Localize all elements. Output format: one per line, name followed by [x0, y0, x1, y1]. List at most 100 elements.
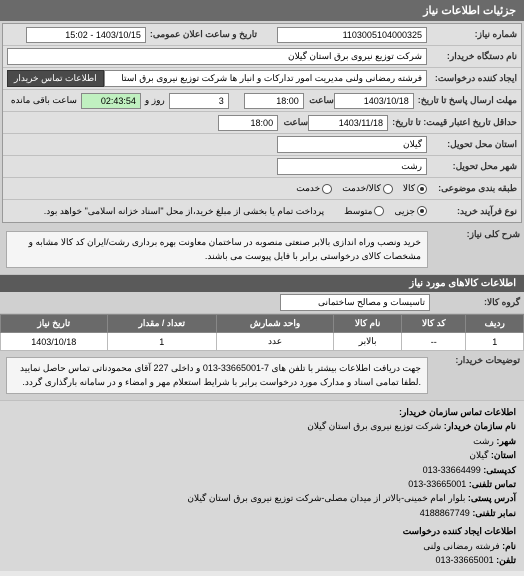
days-value: 3: [169, 93, 229, 109]
contact-postal: 33664499-013: [423, 465, 481, 475]
contact-title: اطلاعات تماس سازمان خریدار:: [8, 405, 516, 419]
row-niaz-number: شماره نیاز: 1103005104000325 تاریخ و ساع…: [3, 24, 521, 46]
contact-postal-row: کدپستی: 33664499-013: [8, 463, 516, 477]
th-name: نام کالا: [334, 315, 402, 333]
creator-phone: 33665001-013: [436, 555, 494, 565]
th-date: تاریخ نیاز: [1, 315, 108, 333]
remaining-time: 02:43:54: [81, 93, 141, 109]
row-buyer-org: نام دستگاه خریدار: شرکت توزیع نیروی برق …: [3, 46, 521, 68]
send-deadline-label: مهلت ارسال پاسخ تا تاریخ:: [414, 95, 517, 106]
radio-gs-label: کالا/خدمت: [342, 183, 381, 194]
niaz-number-value: 1103005104000325: [277, 27, 427, 43]
radio-icon: [417, 184, 427, 194]
row-explain: توضیحات خریدار: جهت دریافت اطلاعات بیشتر…: [0, 351, 524, 401]
radio-goods-label: کالا: [403, 183, 415, 194]
send-deadline-time: 18:00: [244, 93, 304, 109]
row-goods-group: گروه کالا: تاسیسات و مصالح ساختمانی: [0, 292, 524, 314]
desc-label: شرح کلی نیاز:: [430, 229, 520, 240]
contact-city-label: شهر:: [496, 436, 516, 446]
row-validity: حداقل تاریخ اعتبار قیمت: تا تاریخ: 1403/…: [3, 112, 521, 134]
province-label: استان محل تحویل:: [427, 139, 517, 150]
form-container: جزئیات اطلاعات نیاز شماره نیاز: 11030051…: [0, 0, 524, 571]
remaining-label: ساعت باقی مانده: [11, 95, 77, 106]
city-value: رشت: [277, 158, 427, 175]
validity-date: 1403/11/18: [308, 115, 388, 131]
td-qty: 1: [107, 333, 216, 351]
row-creator: ایجاد کننده درخواست: فرشته رمضانی ولنی م…: [3, 68, 521, 90]
contact-province: گیلان: [469, 450, 488, 460]
contact-phone-label: تماس تلفنی:: [469, 479, 516, 489]
row-desc: شرح کلی نیاز: خرید ونصب وراه اندازی بالا…: [0, 225, 524, 275]
row-send-deadline: مهلت ارسال پاسخ تا تاریخ: 1403/10/18 ساع…: [3, 90, 521, 112]
time-label-2: ساعت: [278, 117, 308, 128]
row-province: استان محل تحویل: گیلان: [3, 134, 521, 156]
header-title: جزئیات اطلاعات نیاز: [423, 5, 516, 17]
niaz-number-label: شماره نیاز:: [427, 29, 517, 40]
goods-group-value: تاسیسات و مصالح ساختمانی: [280, 294, 430, 311]
radio-goods[interactable]: کالا: [403, 183, 427, 194]
th-row: ردیف: [466, 315, 524, 333]
contact-phone-row: تماس تلفنی: 33665001-013: [8, 477, 516, 491]
td-date: 1403/10/18: [1, 333, 108, 351]
creator-name-label: نام:: [502, 541, 516, 551]
row-process: نوع فرآیند خرید: جزیی متوسط پرداخت تمام …: [3, 200, 521, 222]
row-city: شهر محل تحویل: رشت: [3, 156, 521, 178]
th-code: کد کالا: [402, 315, 466, 333]
th-unit: واحد شمارش: [216, 315, 333, 333]
td-unit: عدد: [216, 333, 333, 351]
creator-section-title: اطلاعات ایجاد کننده درخواست: [8, 524, 516, 538]
th-qty: تعداد / مقدار: [107, 315, 216, 333]
creator-name-row: نام: فرشته رمضانی ولنی: [8, 539, 516, 553]
type-radio-group: کالا کالا/خدمت خدمت: [296, 183, 427, 194]
radio-icon: [374, 206, 384, 216]
td-code: --: [402, 333, 466, 351]
city-label: شهر محل تحویل:: [427, 161, 517, 172]
days-label: روز و: [145, 95, 165, 106]
type-label: طبقه بندی موضوعی:: [427, 183, 517, 194]
contact-info-button[interactable]: اطلاعات تماس خریدار: [7, 70, 104, 87]
goods-section-header: اطلاعات کالاهای مورد نیاز: [0, 275, 524, 292]
radio-partial[interactable]: جزیی: [394, 206, 427, 217]
contact-postal-label: کدپستی:: [483, 465, 516, 475]
radio-goods-service[interactable]: کالا/خدمت: [342, 183, 393, 194]
contact-org-row: نام سازمان خریدار: شرکت توزیع نیروی برق …: [8, 419, 516, 433]
contact-address-row: آدرس پستی: بلوار امام خمینی-بالاتر از می…: [8, 491, 516, 505]
validity-label: حداقل تاریخ اعتبار قیمت: تا تاریخ:: [388, 117, 517, 128]
process-note: پرداخت تمام یا بخشی از مبلغ خرید،از محل …: [44, 206, 324, 217]
radio-service[interactable]: خدمت: [296, 183, 332, 194]
radio-partial-label: جزیی: [394, 206, 415, 217]
explain-label: توضیحات خریدار:: [430, 355, 520, 366]
desc-text: خرید ونصب وراه اندازی بالابر صنعتی منصوب…: [6, 231, 428, 268]
province-value: گیلان: [277, 136, 427, 153]
creator-phone-row: تلفن: 33665001-013: [8, 553, 516, 567]
td-row: 1: [466, 333, 524, 351]
explain-text: جهت دریافت اطلاعات بیشتر با تلفن های 7-3…: [6, 357, 428, 394]
radio-icon: [322, 184, 332, 194]
contact-city: رشت: [473, 436, 494, 446]
creator-name: رمضانی ولنی: [423, 541, 473, 551]
td-name: بالابر: [334, 333, 402, 351]
creator-phone-label: تلفن:: [496, 555, 516, 565]
row-type: طبقه بندی موضوعی: کالا کالا/خدمت خدمت: [3, 178, 521, 200]
main-fields-section: شماره نیاز: 1103005104000325 تاریخ و ساع…: [2, 23, 522, 223]
contact-address: بلوار امام خمینی-بالاتر از میدان مصلی-شر…: [187, 493, 465, 503]
goods-group-label: گروه کالا:: [430, 297, 520, 308]
contact-province-label: استان:: [491, 450, 516, 460]
goods-table: ردیف کد کالا نام کالا واحد شمارش تعداد /…: [0, 314, 524, 351]
contact-address-label: آدرس پستی:: [468, 493, 516, 503]
announce-date-label: تاریخ و ساعت اعلان عمومی:: [146, 29, 257, 40]
buyer-org-value: شرکت توزیع نیروی برق استان گیلان: [7, 48, 427, 65]
creator-family: فرشته: [475, 541, 499, 551]
table-header-row: ردیف کد کالا نام کالا واحد شمارش تعداد /…: [1, 315, 524, 333]
contact-fax-row: نمابر تلفنی: 4188867749: [8, 506, 516, 520]
radio-icon: [417, 206, 427, 216]
contact-org: شرکت توزیع نیروی برق استان گیلان: [307, 421, 441, 431]
contact-fax-label: نمابر تلفنی:: [472, 508, 516, 518]
validity-time: 18:00: [218, 115, 278, 131]
time-label-1: ساعت: [304, 95, 334, 106]
radio-serv-label: خدمت: [296, 183, 320, 194]
radio-medium[interactable]: متوسط: [344, 206, 384, 217]
announce-date-value: 1403/10/15 - 15:02: [26, 27, 146, 43]
contact-phone: 33665001-013: [408, 479, 466, 489]
contact-province-row: استان: گیلان: [8, 448, 516, 462]
